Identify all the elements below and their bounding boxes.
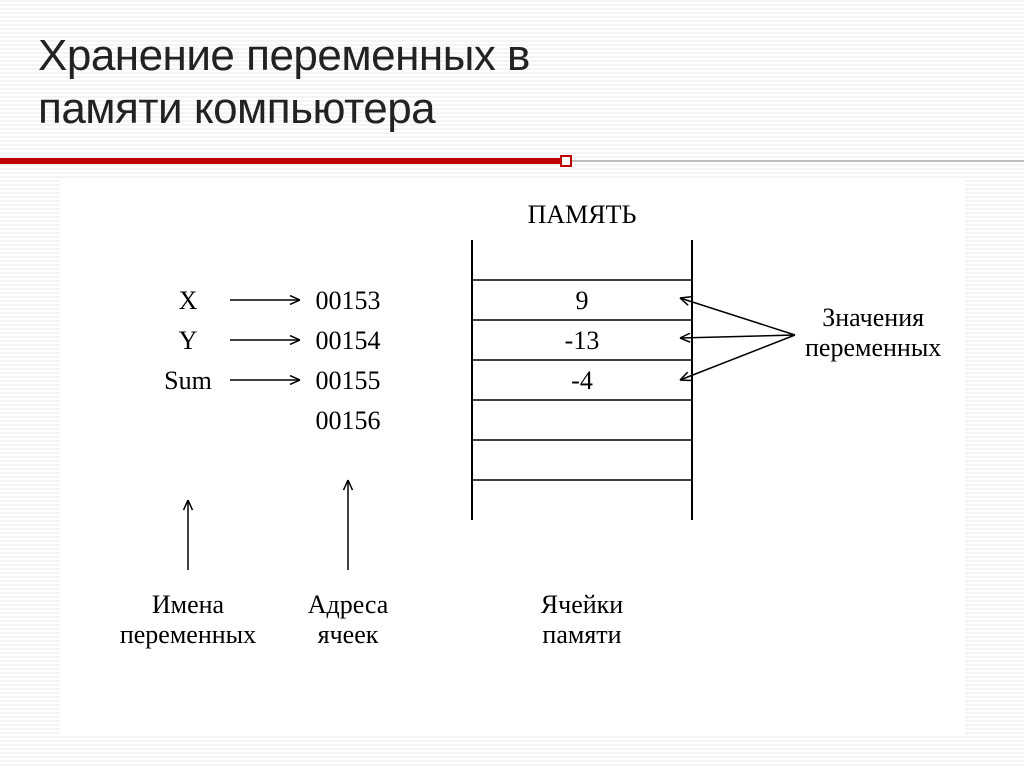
title-line-1: Хранение переменных в [38, 31, 530, 80]
variable-name-sum: Sum [148, 366, 228, 396]
label-variable-names: Имена переменных [108, 590, 268, 650]
title-line-2: памяти компьютера [38, 84, 435, 133]
address-2: 00155 [308, 366, 388, 396]
variable-name-x: X [148, 286, 228, 316]
variable-name-y: Y [148, 326, 228, 356]
cell-value-0: 9 [472, 286, 692, 316]
cell-value-1: -13 [472, 326, 692, 356]
address-1: 00154 [308, 326, 388, 356]
memory-diagram: ПАМЯТЬ X Y Sum 00153 00154 00155 00156 9… [60, 180, 965, 735]
page-title: Хранение переменных в памяти компьютера [38, 30, 530, 136]
memory-header: ПАМЯТЬ [522, 200, 642, 230]
title-bar-accent [0, 158, 560, 164]
address-0: 00153 [308, 286, 388, 316]
title-bar-rest [572, 160, 1024, 162]
title-bar-square [560, 155, 572, 167]
diagram-svg [60, 180, 965, 735]
label-memory-cells: Ячейки памяти [522, 590, 642, 650]
label-addresses: Адреса ячеек [288, 590, 408, 650]
address-3: 00156 [308, 406, 388, 436]
label-variable-values: Значения переменных [805, 303, 941, 363]
cell-value-2: -4 [472, 366, 692, 396]
